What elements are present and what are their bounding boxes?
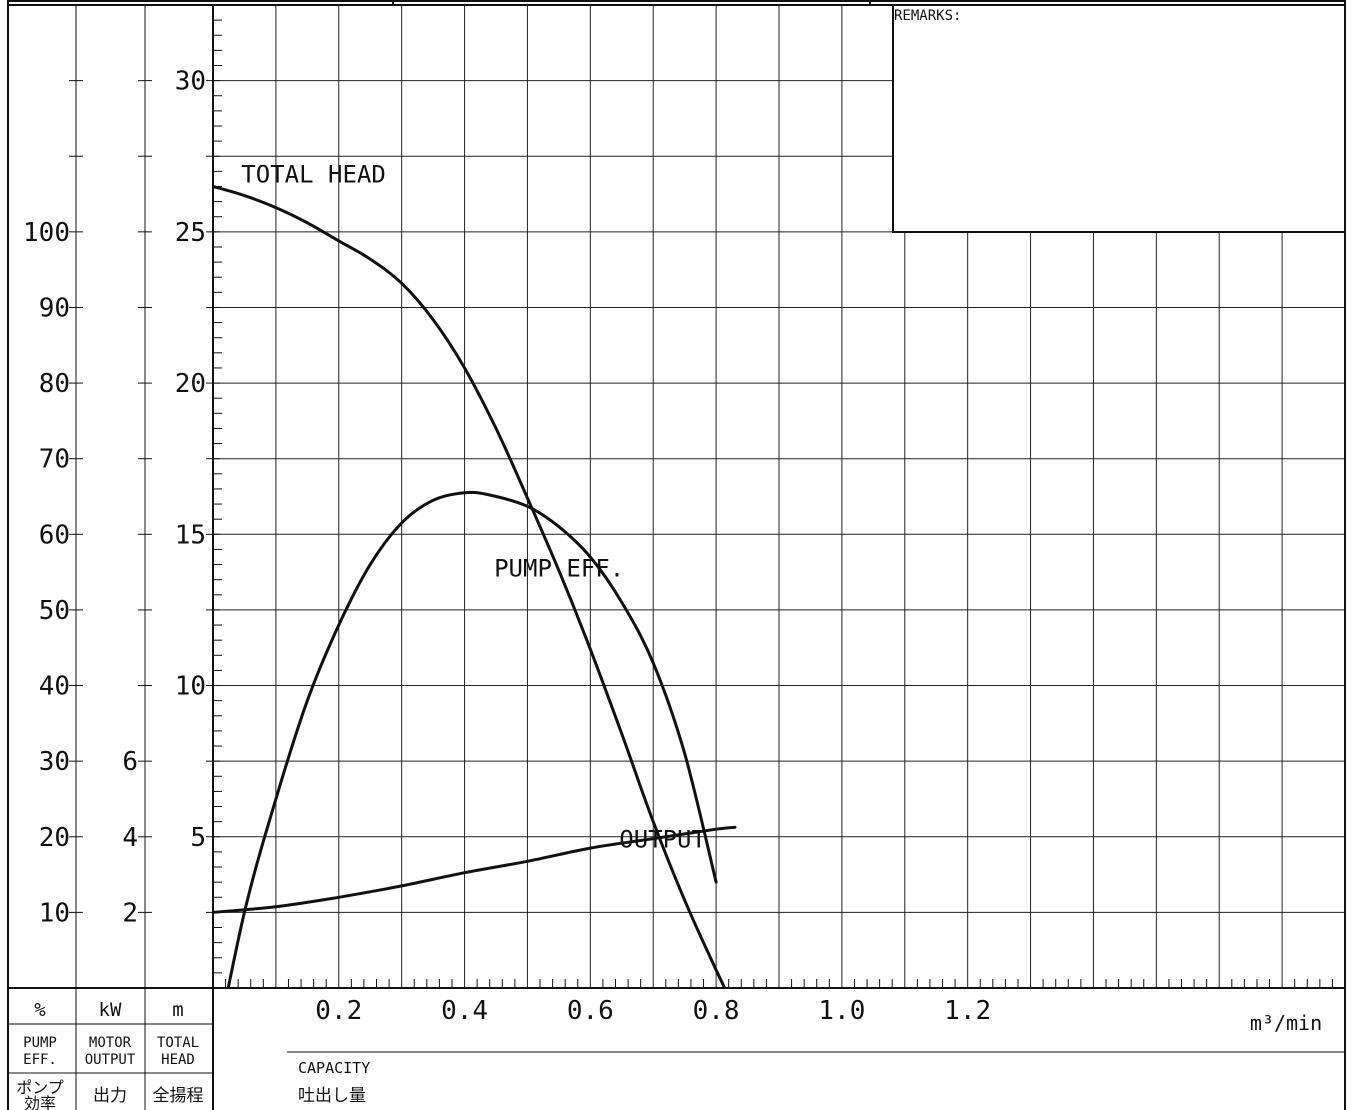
remarks-label: REMARKS:	[894, 8, 961, 24]
motor-output-label-ja: 出力	[93, 1086, 127, 1106]
x-tick-label: 0.4	[441, 996, 488, 1026]
kw-unit: kW	[99, 999, 122, 1021]
pump-eff-series-label: PUMP EFF.	[494, 555, 624, 583]
x-tick-label: 0.8	[693, 996, 740, 1026]
efficiency-tick-label: 50	[39, 596, 70, 626]
output-kw-tick-label: 6	[122, 747, 138, 777]
total-head-tick-label: 30	[175, 67, 206, 97]
motor-output-label-1: MOTOR	[89, 1035, 132, 1051]
pump-eff-label-ja-1: ポンプ	[16, 1078, 64, 1097]
pump-eff-label-ja-2: 効率	[24, 1094, 56, 1110]
axis-legend-panel: % kW m PUMP EFF. MOTOR OUTPUT TOTAL HEAD…	[16, 999, 1322, 1110]
total-head-label-ja: 全揚程	[153, 1086, 204, 1106]
efficiency-tick-label: 70	[39, 445, 70, 475]
pump-eff-label-1: PUMP	[23, 1035, 57, 1051]
total-head-series-label: TOTAL HEAD	[241, 160, 385, 188]
total-head-curve	[213, 185, 727, 988]
x-tick-label: 0.6	[567, 996, 614, 1026]
total-head-tick-label: 5	[190, 823, 206, 853]
output-series-label: OUTPUT	[619, 825, 706, 853]
efficiency-tick-label: 60	[39, 520, 70, 550]
total-head-label-1: TOTAL	[157, 1035, 199, 1051]
efficiency-tick-label: 10	[39, 898, 70, 928]
m-unit: m	[172, 999, 183, 1021]
efficiency-tick-label: 80	[39, 369, 70, 399]
output-kw-tick-label: 2	[122, 898, 138, 928]
chart-frame	[7, 0, 1346, 1110]
total-head-tick-label: 10	[175, 672, 206, 702]
total-head-tick-label: 20	[175, 369, 206, 399]
axis-ticks: 10 20 30 40 50 60 70 80 90 100 2 4 6 5 10 15 20 25 30 0.2 0.…	[23, 4, 1333, 1026]
output-curve	[213, 825, 737, 914]
efficiency-tick-label: 100	[23, 218, 70, 248]
pump-eff-curve	[226, 490, 718, 988]
pump-eff-label-2: EFF.	[23, 1052, 57, 1068]
curves: TOTAL HEAD PUMP EFF. OUTPUT	[213, 160, 737, 988]
x-axis-label-en: CAPACITY	[298, 1059, 370, 1077]
efficiency-tick-label: 40	[39, 672, 70, 702]
output-kw-tick-label: 4	[122, 823, 138, 853]
motor-output-label-2: OUTPUT	[85, 1052, 136, 1068]
efficiency-tick-label: 90	[39, 293, 70, 323]
x-tick-label: 1.0	[818, 996, 865, 1026]
x-tick-label: 0.2	[315, 996, 362, 1026]
x-tick-label: 1.2	[944, 996, 991, 1026]
efficiency-tick-label: 20	[39, 823, 70, 853]
pct-unit: %	[34, 999, 46, 1021]
x-axis-label-ja: 吐出し量	[298, 1086, 366, 1106]
total-head-tick-label: 15	[175, 520, 206, 550]
total-head-tick-label: 25	[175, 218, 206, 248]
total-head-label-2: HEAD	[161, 1052, 195, 1068]
remarks-box: REMARKS:	[892, 4, 1346, 233]
x-axis-unit: m³/min	[1250, 1011, 1322, 1035]
efficiency-tick-label: 30	[39, 747, 70, 777]
outer-border	[7, 0, 1346, 1110]
